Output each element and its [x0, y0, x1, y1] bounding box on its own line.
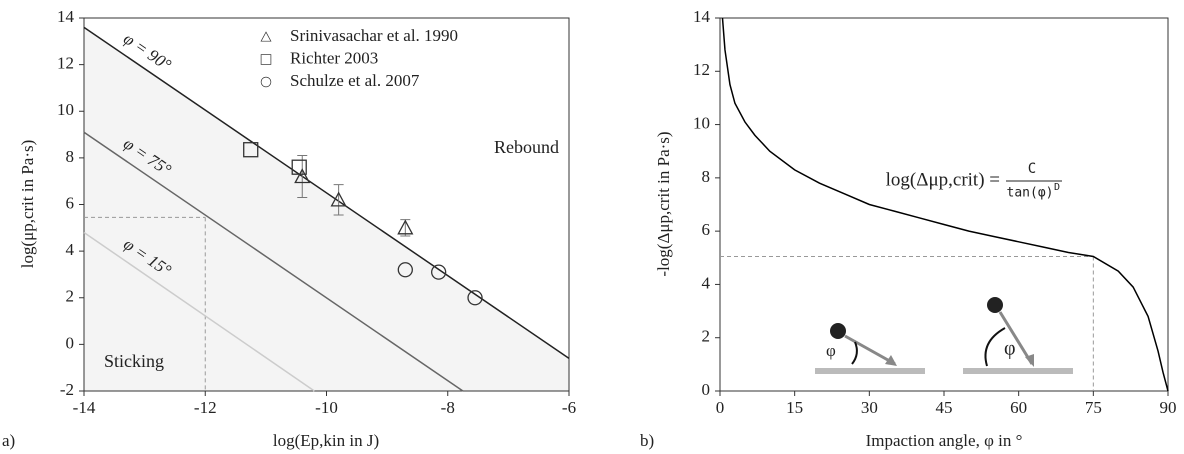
- y-tick-label: 4: [702, 273, 711, 292]
- formula: D: [1054, 182, 1060, 193]
- x-tick-label: -14: [73, 398, 96, 417]
- x-tick-label: 90: [1160, 398, 1177, 417]
- ball: [987, 297, 1003, 313]
- y-tick-label: 0: [702, 380, 711, 399]
- y-tick-label: 10: [693, 113, 710, 132]
- x-tick-label: 60: [1010, 398, 1027, 417]
- x-tick-label: -12: [194, 398, 217, 417]
- error-bar: [297, 155, 308, 199]
- x-tick-label: 30: [861, 398, 878, 417]
- y-tick-label: 0: [66, 333, 75, 352]
- annotation: Rebound: [494, 137, 559, 157]
- formula: log(Δμp,crit) =: [886, 169, 1000, 190]
- marker: [397, 219, 414, 235]
- panel-label: a): [2, 431, 15, 450]
- x-tick-label: 0: [716, 398, 725, 417]
- formula: tan(φ): [1007, 186, 1054, 201]
- line: [83, 131, 464, 392]
- x-tick-label: -10: [315, 398, 338, 417]
- marker: [431, 264, 447, 280]
- y-tick-label: 6: [66, 193, 75, 212]
- arrow-head: [1025, 354, 1034, 367]
- legend-marker: [260, 76, 272, 88]
- x-tick-label: 45: [936, 398, 953, 417]
- plot-frame: [719, 17, 1169, 392]
- legend-marker: [260, 31, 272, 42]
- surface: [815, 368, 925, 374]
- y-axis-label: -log(Δμp,crit in Pa·s): [654, 131, 673, 276]
- marker: [294, 168, 311, 184]
- y-tick-label: 8: [66, 147, 75, 166]
- marker: [397, 262, 413, 278]
- arrow: [998, 311, 1034, 365]
- y-tick-label: 8: [702, 167, 711, 186]
- y-tick-label: 14: [57, 7, 75, 26]
- marker: [330, 191, 347, 207]
- shaded-region: [84, 27, 569, 391]
- y-tick-label: 10: [57, 100, 74, 119]
- x-tick-label: 75: [1085, 398, 1102, 417]
- legend-label: Schulze et al. 2007: [290, 71, 420, 90]
- angle-arc: [984, 327, 1006, 367]
- ball: [830, 323, 846, 339]
- legend-label: Srinivasachar et al. 1990: [290, 26, 458, 45]
- surface: [963, 368, 1073, 374]
- y-axis-label: log(μp,crit in Pa·s): [18, 140, 37, 269]
- marker: [291, 159, 307, 175]
- y-tick-label: 12: [57, 54, 74, 73]
- panel-label: b): [640, 431, 654, 450]
- angle-label: φ: [1004, 338, 1016, 360]
- legend-marker: [260, 54, 272, 65]
- x-tick-label: -6: [562, 398, 576, 417]
- line: [721, 17, 1169, 392]
- y-tick-label: 6: [702, 220, 711, 239]
- x-axis-label: Impaction angle, φ in °: [866, 431, 1023, 450]
- y-tick-label: 14: [693, 7, 711, 26]
- y-tick-label: 12: [693, 60, 710, 79]
- line: [83, 231, 315, 392]
- error-bar: [333, 184, 344, 216]
- angle-label: φ: [826, 341, 836, 360]
- y-tick-label: 2: [702, 327, 711, 346]
- marker: [243, 142, 259, 158]
- illustration: φ φ: [815, 297, 1073, 374]
- x-tick-label: 15: [786, 398, 803, 417]
- x-tick-label: -8: [441, 398, 455, 417]
- angle-arc: [851, 341, 858, 365]
- y-tick-label: -2: [60, 380, 74, 399]
- y-tick-label: 4: [66, 240, 75, 259]
- legend-label: Richter 2003: [290, 48, 378, 67]
- formula: C: [1028, 161, 1036, 177]
- marker: [467, 290, 483, 306]
- annotation: Sticking: [104, 351, 164, 371]
- y-tick-label: 2: [66, 287, 75, 306]
- arrow-head: [885, 355, 897, 366]
- x-axis-label: log(Ep,kin in J): [273, 431, 379, 450]
- arrow: [844, 334, 896, 366]
- line: [83, 26, 570, 359]
